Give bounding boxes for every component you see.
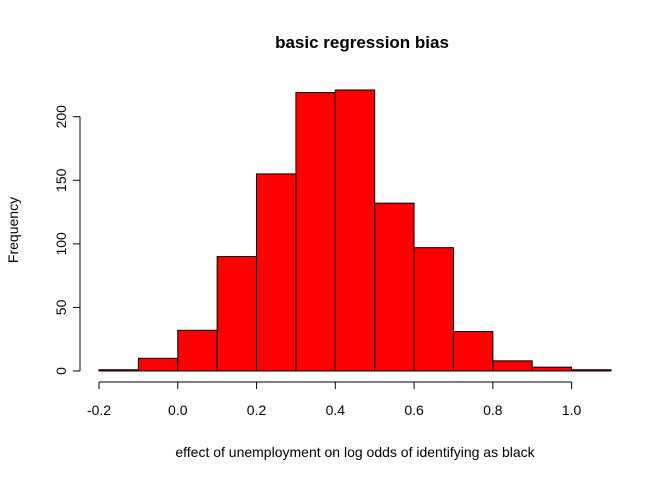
histogram-bar [531, 366, 573, 372]
histogram-bar [374, 202, 415, 372]
x-axis: -0.2 0.0 0.2 0.4 0.6 0.8 1.0 [87, 381, 582, 418]
histogram-bar [295, 92, 336, 372]
x-tick-label: 0.0 [168, 402, 188, 418]
bars-group [98, 89, 612, 372]
x-tick-label: 0.8 [483, 402, 503, 418]
y-tick-label: 50 [53, 299, 69, 315]
x-tick-label: 0.2 [247, 402, 267, 418]
y-tick-label: 200 [53, 105, 69, 129]
x-tick-label: 0.6 [404, 402, 424, 418]
histogram-bar [177, 329, 218, 372]
histogram-bar [334, 89, 376, 372]
x-tick-label: 1.0 [562, 402, 582, 418]
y-tick-label: 150 [53, 168, 69, 192]
histogram-bar [452, 331, 494, 372]
x-axis-label: effect of unemployment on log odds of id… [175, 444, 535, 460]
histogram-bar [137, 357, 179, 372]
y-axis: 0 50 100 150 200 [53, 105, 81, 375]
histogram-bar [98, 369, 139, 372]
histogram-bar [216, 256, 258, 372]
y-axis-label: Frequency [5, 197, 21, 263]
y-tick-label: 100 [53, 232, 69, 256]
chart-title: basic regression bias [275, 33, 449, 52]
histogram-bar [413, 247, 454, 372]
y-tick-label: 0 [53, 367, 69, 375]
histogram-bar [571, 369, 612, 372]
histogram-bar [256, 173, 297, 372]
x-tick-label: -0.2 [87, 402, 111, 418]
histogram-bar [492, 360, 533, 372]
x-tick-label: 0.4 [326, 402, 346, 418]
